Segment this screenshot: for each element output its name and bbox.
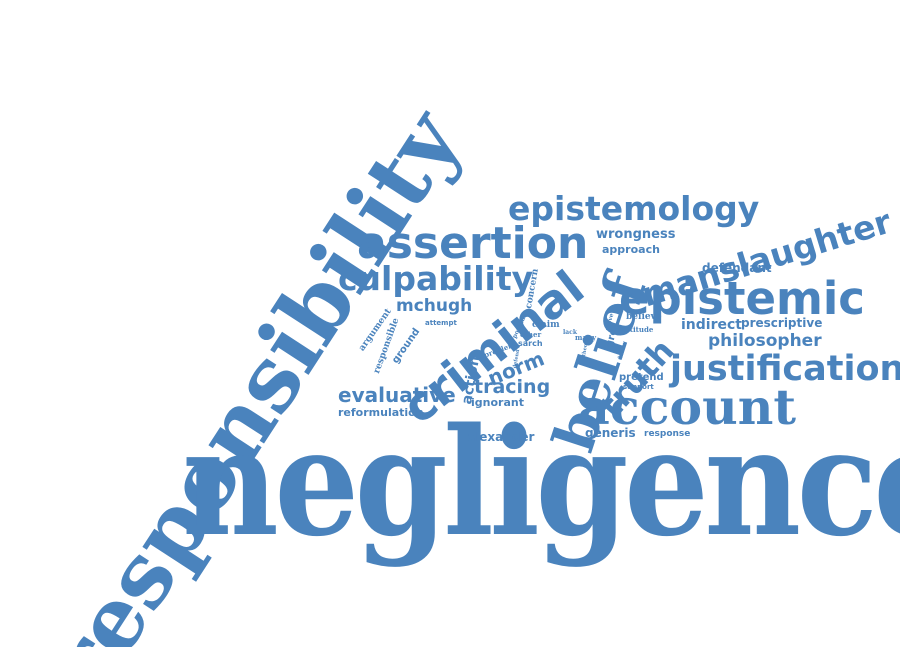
word-ignorant: ignorant — [471, 396, 524, 409]
word-epistemology: epistemology — [508, 189, 760, 228]
word-wrongness: wrongness — [596, 227, 676, 242]
word-epistemic: epistemic — [619, 272, 865, 325]
word-indirect: indirect — [681, 317, 742, 333]
word-evaluative: evaluative — [338, 383, 456, 407]
word-many: many — [575, 333, 597, 342]
word-reformulation: reformulation — [338, 406, 424, 419]
word-defendant: defendant — [702, 261, 772, 275]
word-tracing: tracing — [474, 376, 551, 398]
word-attempt: attempt — [425, 319, 457, 327]
word-believe: believe — [626, 312, 662, 322]
word-support: support — [623, 383, 654, 391]
word-generis: generis — [585, 426, 636, 440]
word-alexander: alexander — [467, 430, 535, 444]
word-account: account — [578, 378, 796, 436]
word-lack: lack — [563, 329, 577, 336]
word-other: other — [520, 330, 542, 339]
word-claim: claim — [532, 320, 560, 330]
word-culpability: culpability — [338, 259, 534, 298]
word-approach: approach — [602, 243, 660, 256]
word-prescriptive: prescriptive — [741, 316, 823, 330]
word-assertion: assertion — [357, 218, 589, 269]
word-attitude: attitude — [622, 325, 654, 334]
word-pretend: pretend — [619, 372, 664, 383]
word-response: response — [644, 429, 691, 439]
word-negligence: negligence — [182, 395, 900, 569]
word-philosopher: philosopher — [708, 331, 822, 351]
word-sarch: sarch — [518, 339, 543, 348]
word-mchugh: mchugh — [396, 296, 473, 316]
word-justification: justification — [670, 349, 900, 389]
